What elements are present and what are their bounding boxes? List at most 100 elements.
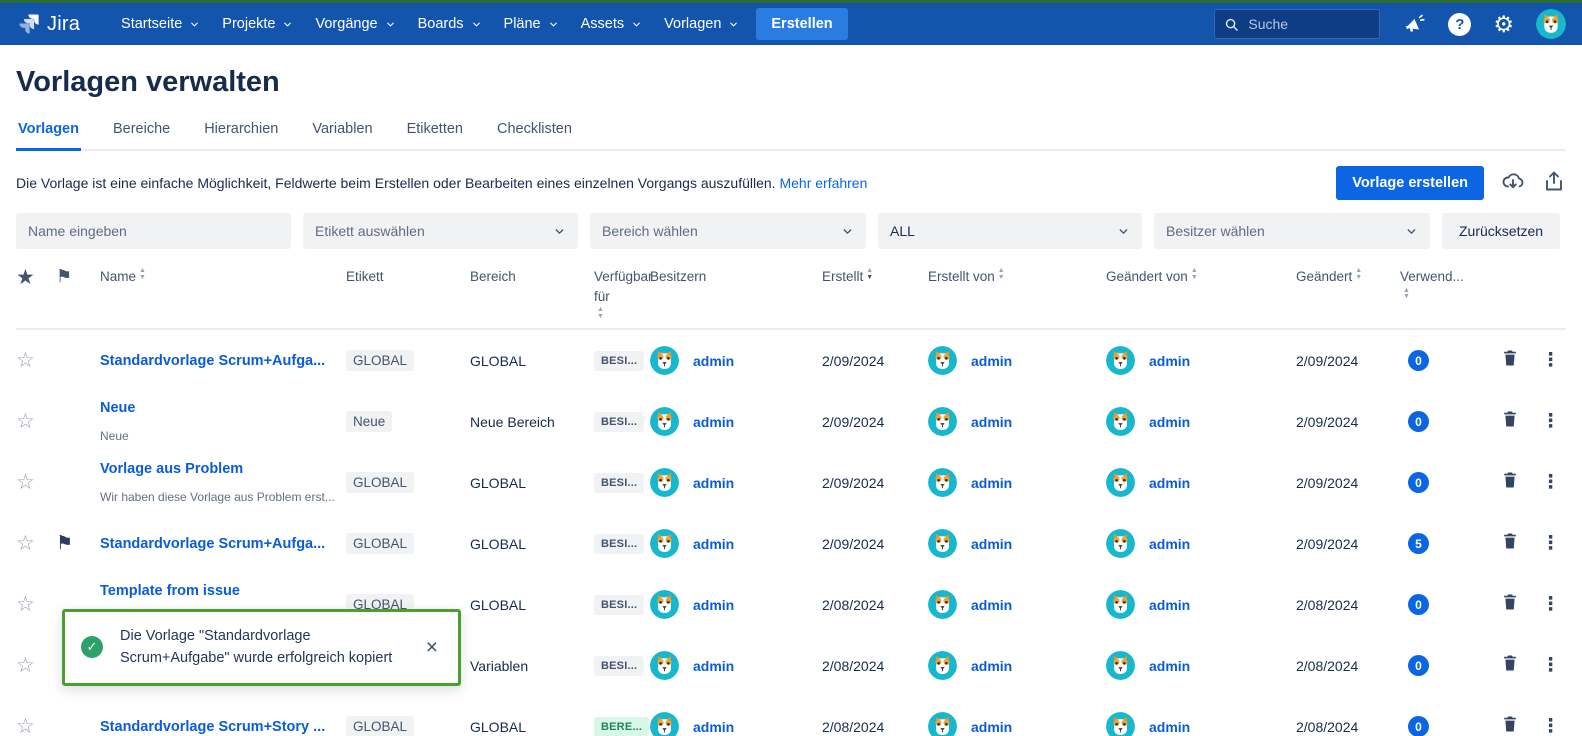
creator-link[interactable]: admin [971,536,1012,552]
star-icon[interactable]: ☆ [16,533,35,554]
template-name-link[interactable]: Standardvorlage Scrum+Aufga... [100,536,325,552]
creator-link[interactable]: admin [971,597,1012,613]
header-erstellt-von[interactable]: Erstellt von [928,267,995,287]
menu-item-assets[interactable]: Assets [570,3,654,45]
owner-link[interactable]: admin [693,597,734,613]
tab-bereiche[interactable]: Bereiche [111,121,172,149]
header-verwendet[interactable]: Verwend... [1400,267,1464,287]
tab-etiketten[interactable]: Etiketten [405,121,465,149]
flag-icon[interactable]: ⚑ [56,534,73,553]
template-name-link[interactable]: Neue [100,400,135,416]
trash-icon [1500,409,1520,429]
creator-link[interactable]: admin [971,475,1012,491]
help-button[interactable]: ? [1448,13,1471,36]
search-input[interactable] [1248,16,1370,32]
user-avatar[interactable] [1536,9,1566,39]
star-icon[interactable]: ☆ [16,411,35,432]
modifier-link[interactable]: admin [1149,597,1190,613]
modifier-link[interactable]: admin [1149,475,1190,491]
delete-button[interactable] [1500,653,1520,678]
learn-more-link[interactable]: Mehr erfahren [779,175,867,191]
modifier-link[interactable]: admin [1149,536,1190,552]
template-name-link[interactable]: Vorlage aus Problem [100,461,243,477]
menu-item-boards[interactable]: Boards [407,3,493,45]
create-template-button[interactable]: Vorlage erstellen [1336,166,1484,200]
header-geaendert[interactable]: Geändert [1296,267,1352,287]
area-filter-select[interactable]: Bereich wählen [590,213,866,249]
star-icon[interactable]: ☆ [16,594,35,615]
delete-button[interactable] [1500,409,1520,434]
sort-icon-active[interactable]: ▲▼ [866,268,873,281]
more-actions-button[interactable]: ⋮ [1541,534,1560,553]
flag-column-header-icon[interactable]: ⚑ [56,267,72,285]
tab-variablen[interactable]: Variablen [310,121,374,149]
import-button[interactable] [1501,169,1525,198]
more-actions-button[interactable]: ⋮ [1541,351,1560,370]
star-icon[interactable]: ☆ [16,716,35,736]
template-name-link[interactable]: Template from issue [100,583,240,599]
modifier-link[interactable]: admin [1149,719,1190,735]
creator-link[interactable]: admin [971,658,1012,674]
delete-button[interactable] [1500,348,1520,373]
modified-date: 2/08/2024 [1296,597,1400,613]
owner-filter-select[interactable]: Besitzer wählen [1154,213,1430,249]
modifier-link[interactable]: admin [1149,414,1190,430]
settings-button[interactable]: ⚙ [1493,13,1514,36]
delete-button[interactable] [1500,531,1520,556]
tab-hierarchien[interactable]: Hierarchien [202,121,280,149]
menu-item-plaene[interactable]: Pläne [493,3,570,45]
sort-icon[interactable]: ▲▼ [998,268,1005,281]
template-name-link[interactable]: Standardvorlage Scrum+Aufga... [100,353,325,369]
owner-link[interactable]: admin [693,475,734,491]
more-actions-button[interactable]: ⋮ [1541,717,1560,736]
jira-logo[interactable]: Jira [16,12,80,36]
menu-item-vorgaenge[interactable]: Vorgänge [304,3,406,45]
delete-button[interactable] [1500,714,1520,736]
more-actions-button[interactable]: ⋮ [1541,412,1560,431]
sort-icon[interactable]: ▲▼ [139,268,146,281]
label-filter-select[interactable]: Etikett auswählen [303,213,578,249]
reset-filters-button[interactable]: Zurücksetzen [1442,213,1560,249]
star-icon[interactable]: ☆ [16,350,35,371]
header-verfuegbar-fuer[interactable]: Verfügbar für [594,267,653,306]
template-name-link[interactable]: Standardvorlage Scrum+Story ... [100,719,325,735]
more-actions-button[interactable]: ⋮ [1541,473,1560,492]
create-button[interactable]: Erstellen [756,8,847,40]
header-geaendert-von[interactable]: Geändert von [1106,267,1188,287]
type-filter-select[interactable]: ALL [878,213,1142,249]
creator-link[interactable]: admin [971,414,1012,430]
more-actions-button[interactable]: ⋮ [1541,656,1560,675]
star-icon[interactable]: ☆ [16,472,35,493]
sort-icon[interactable]: ▲▼ [1403,288,1410,301]
modifier-link[interactable]: admin [1149,353,1190,369]
owner-link[interactable]: admin [693,536,734,552]
owner-avatar [650,712,679,736]
header-name[interactable]: Name [100,267,136,287]
tab-vorlagen[interactable]: Vorlagen [16,121,81,151]
sort-icon[interactable]: ▲▼ [1355,268,1362,281]
star-column-header-icon[interactable]: ★ [16,267,35,288]
export-button[interactable] [1542,169,1566,198]
modifier-link[interactable]: admin [1149,658,1190,674]
owner-link[interactable]: admin [693,353,734,369]
creator-link[interactable]: admin [971,719,1012,735]
announcements-button[interactable] [1402,12,1426,36]
more-actions-button[interactable]: ⋮ [1541,595,1560,614]
owner-link[interactable]: admin [693,658,734,674]
star-icon[interactable]: ☆ [16,655,35,676]
delete-button[interactable] [1500,592,1520,617]
sort-icon[interactable]: ▲▼ [1191,268,1198,281]
sort-icon[interactable]: ▲▼ [597,307,604,320]
menu-item-startseite[interactable]: Startseite [110,3,211,45]
close-icon[interactable]: × [422,637,442,658]
creator-link[interactable]: admin [971,353,1012,369]
owner-link[interactable]: admin [693,719,734,735]
name-filter-input[interactable] [16,213,291,249]
menu-item-projekte[interactable]: Projekte [211,3,304,45]
owner-link[interactable]: admin [693,414,734,430]
tab-checklisten[interactable]: Checklisten [495,121,574,149]
global-search[interactable] [1214,9,1380,39]
delete-button[interactable] [1500,470,1520,495]
menu-item-vorlagen[interactable]: Vorlagen [653,3,750,45]
header-erstellt[interactable]: Erstellt [822,267,863,287]
